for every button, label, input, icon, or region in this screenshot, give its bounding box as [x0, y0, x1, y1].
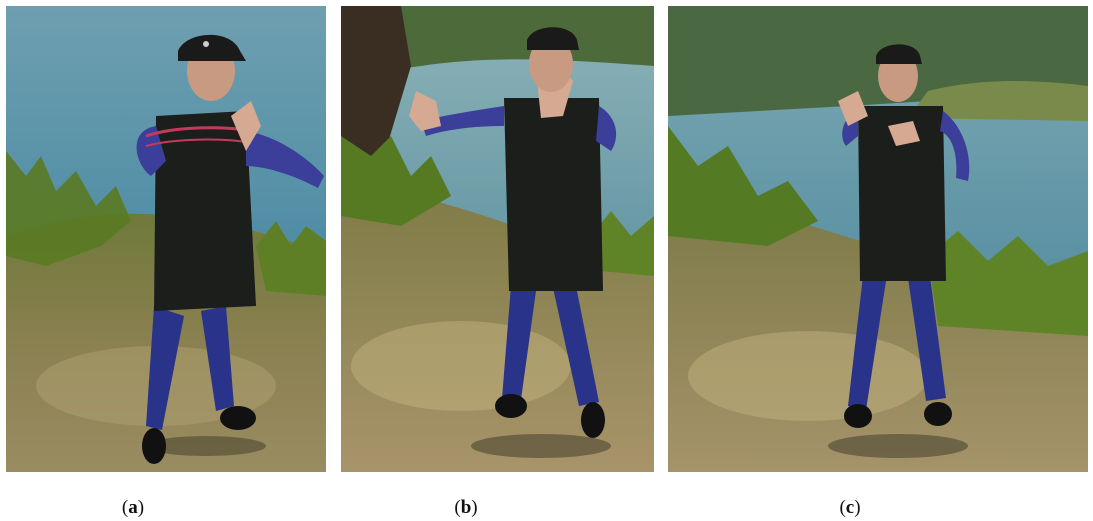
caption-a: (a): [103, 497, 163, 519]
character-figure-b: [409, 27, 617, 458]
caption-open-paren: (: [839, 497, 846, 518]
caption-close-paren: ): [137, 497, 145, 518]
scene-image-a: [6, 6, 326, 472]
character-figure-c: [828, 44, 970, 458]
caption-c: (c): [820, 497, 880, 519]
scene-image-b: [341, 6, 654, 472]
photo-panel-b: [341, 6, 654, 472]
scene-image-c: [668, 6, 1088, 472]
caption-letter: a: [128, 497, 138, 518]
caption-b: (b): [436, 497, 496, 519]
photo-panel-c: [668, 6, 1088, 472]
caption-close-paren: ): [471, 497, 478, 518]
caption-letter: c: [845, 497, 855, 518]
character-figure-a: [136, 34, 324, 464]
caption-close-paren: ): [854, 497, 861, 518]
caption-letter: b: [460, 497, 472, 518]
caption-open-paren: (: [454, 497, 461, 518]
photo-panel-a: [6, 6, 326, 472]
caption-open-paren: (: [121, 497, 129, 518]
